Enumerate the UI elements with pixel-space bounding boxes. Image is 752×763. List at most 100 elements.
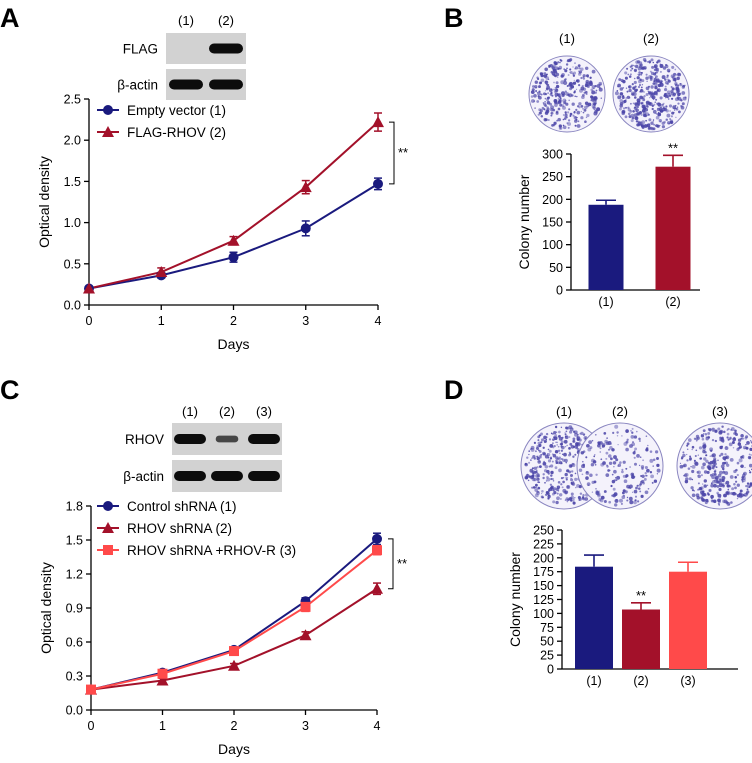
colony-dot	[573, 79, 575, 82]
colony-dot	[568, 108, 571, 111]
colony-dot	[591, 69, 596, 74]
colony-dot	[642, 110, 647, 115]
colony-dot	[595, 109, 598, 113]
colony-dot	[670, 115, 673, 118]
colony-dot	[553, 431, 557, 435]
legend-marker	[102, 522, 114, 533]
colony-dot	[616, 435, 619, 437]
colony-dot	[545, 438, 548, 441]
colony-dot	[707, 435, 710, 439]
colony-dot	[630, 102, 632, 105]
colony-dot	[616, 90, 619, 92]
colony-dot	[600, 458, 603, 461]
colony-dot	[568, 99, 571, 102]
colony-dot	[745, 446, 749, 450]
colony-dot	[630, 435, 635, 439]
colony-dot	[572, 437, 576, 441]
colony-dot	[693, 490, 695, 492]
colony-dot	[642, 98, 646, 102]
colony-dot	[566, 426, 570, 430]
colony-dot	[746, 441, 750, 445]
colony-dot	[713, 457, 717, 461]
colony-dot	[734, 429, 737, 433]
colony-dot	[569, 112, 573, 116]
colony-dot	[586, 74, 589, 78]
colony-dot	[581, 84, 584, 88]
colony-dot	[672, 78, 676, 82]
colony-dot	[667, 98, 670, 100]
colony-dot	[608, 500, 612, 504]
colony-dot	[564, 435, 569, 440]
colony-dot	[649, 471, 653, 474]
colony-dot	[623, 99, 627, 103]
colony-dot	[631, 83, 634, 86]
colony-dot	[531, 467, 534, 470]
colony-dot	[551, 492, 555, 496]
colony-dot	[666, 76, 669, 79]
colony-dot	[686, 453, 688, 456]
colony-dot	[663, 94, 667, 98]
colony-dot	[564, 78, 567, 81]
colony-dot	[719, 438, 722, 442]
colony-dot	[547, 119, 550, 121]
colony-dot	[561, 486, 564, 489]
colony-dot	[619, 87, 624, 91]
colony-dot	[674, 109, 676, 111]
colony-dot	[723, 458, 727, 461]
colony-dot	[701, 490, 705, 494]
series-line	[90, 587, 378, 691]
colony-dot	[705, 459, 709, 463]
colony-dot	[636, 98, 641, 103]
colony-dot	[560, 442, 563, 446]
colony-dot	[558, 468, 562, 473]
colony-dot	[631, 67, 634, 70]
colony-dot	[566, 485, 570, 489]
colony-dot	[544, 92, 548, 96]
colony-dot	[710, 497, 713, 500]
colony-dot	[718, 470, 723, 475]
colony-dot	[566, 500, 569, 503]
colony-dot	[565, 430, 568, 433]
colony-dot	[619, 104, 623, 108]
colony-dot	[713, 465, 716, 468]
colony-dot	[744, 436, 748, 440]
colony-dot	[592, 87, 595, 90]
blot-lane-label: (2)	[219, 404, 235, 419]
colony-dot	[550, 111, 554, 115]
panel-letter-a: A	[0, 3, 20, 33]
colony-dot	[629, 65, 632, 68]
colony-dot	[748, 453, 751, 456]
colony-dot	[532, 486, 536, 489]
colony-dot	[535, 446, 540, 450]
colony-dot	[691, 469, 695, 474]
colony-dot	[630, 119, 634, 123]
colony-dot	[545, 432, 549, 436]
colony-dot	[576, 95, 578, 98]
colony-dot	[741, 480, 744, 483]
colony-dot	[531, 470, 536, 475]
colony-dot	[644, 465, 648, 470]
x-tick-label: 3	[302, 314, 309, 328]
colony-dot	[703, 457, 707, 461]
colony-dot	[556, 76, 559, 78]
blot-band	[248, 471, 280, 481]
colony-dot	[713, 462, 717, 466]
colony-dot	[574, 116, 577, 119]
colony-dot	[705, 454, 708, 457]
colony-dot	[719, 429, 724, 434]
x-tick-label: 1	[159, 719, 166, 733]
colony-dot	[636, 112, 640, 116]
x-tick-label: 4	[375, 314, 382, 328]
colony-dot	[549, 464, 554, 468]
colony-dot	[629, 69, 633, 72]
dish-label: (1)	[556, 404, 572, 419]
colony-dot	[650, 58, 654, 62]
colony-dot	[584, 101, 589, 106]
colony-dot	[578, 102, 582, 106]
colony-dot	[534, 450, 537, 453]
colony-dot	[623, 479, 628, 484]
colony-dot	[714, 439, 718, 443]
colony-dot	[575, 80, 577, 83]
colony-dot	[565, 92, 570, 96]
x-tick-label: 2	[230, 314, 237, 328]
